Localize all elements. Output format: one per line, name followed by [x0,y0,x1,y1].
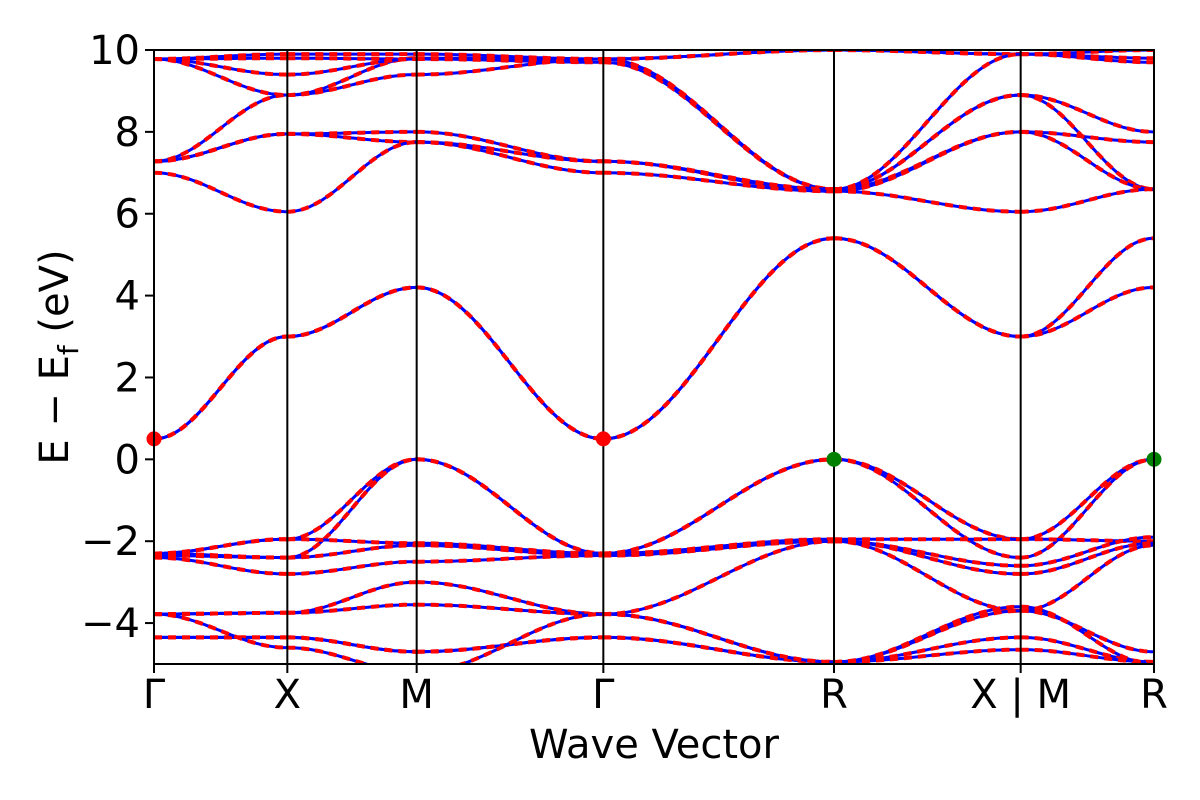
band-4-curve-0-segment-5-style-1 [1020,285,1154,339]
y-tick-label-0: −4 [81,601,140,647]
band-6-curve-0-segment-2-style-1 [416,541,604,556]
plot-frame [153,49,1155,665]
band-4-curve-1-segment-2-style-1 [416,285,604,441]
band-9-curve-0-segment-1-style-1 [287,635,417,654]
band-8-curve-0-segment-0-style-0 [154,611,288,616]
band-3-curve-0-segment-3-style-1 [603,159,834,194]
kpoint-lines [286,50,1022,664]
y-tick-label-2: 0 [115,437,140,483]
band-9-curve-1-segment-1-style-1 [287,645,374,664]
band-2-curve-0-segment-0-style-1 [154,93,288,164]
band-7-curve-1-segment-4-style-1 [833,539,1021,613]
x-tick-label-1: X [274,672,301,718]
band-7-curve-0-segment-2-style-1 [416,553,604,564]
band-7-curve-0-segment-5-style-1 [1020,541,1154,576]
band-7-curve-0-segment-3-style-1 [603,539,834,558]
band-7-curve-0-segment-4-style-1 [833,539,1021,576]
band-4-curve-1-segment-4-style-1 [833,236,1021,339]
band-3-curve-1-segment-1-style-1 [287,140,417,214]
band-8-curve-0-segment-2-style-1 [416,602,604,617]
band-1-curve-1-segment-5-style-0 [1020,52,1154,64]
band-0-curve-1-segment-1-style-1 [287,56,417,61]
band-7-curve-1-segment-3-style-0 [603,539,835,616]
band-7-curve-0-segment-1-style-1 [287,559,417,576]
band-8-curve-0-segment-5-style-1 [1020,608,1154,654]
band-9-curve-1-segment-3-style-1 [603,612,835,664]
band-4-curve-1-segment-1-style-1 [287,285,417,339]
band-2-curve-0-segment-1-style-1 [287,72,417,97]
band-3-curve-1-segment-2-style-1 [416,140,604,175]
x-tick-label-4: R [820,672,848,718]
band-1-curve-0-segment-5-style-1 [1020,93,1154,134]
band-2-curve-0-segment-4-style-1 [833,93,1021,192]
y-tick-label-5: 6 [115,192,140,238]
band-9-curve-0-segment-3-style-1 [603,635,835,664]
x-axis-ticks: Γ X M Γ R X | M R [143,664,1168,718]
y-tick-label-7: 10 [89,28,140,74]
band-6-curve-0-segment-3-style-1 [603,537,834,556]
band-3-curve-1-segment-4-style-1 [833,189,1021,214]
y-axis-label: E − Ef (eV) [32,249,85,464]
band-2-curve-0-segment-3-style-1 [603,57,835,192]
band-6-curve-1-segment-0-style-0 [154,554,288,560]
y-axis-label-unit: (eV) [32,249,78,345]
band-9-curve-1-segment-2-style-1 [455,612,604,664]
band-9-curve-1-segment-4-style-1 [833,604,1021,664]
band-9-curve-0-segment-4-style-1 [833,647,1021,664]
y-axis-label-sub: f [52,344,85,355]
band-3-curve-0-segment-1-style-1 [287,131,417,145]
x-tick-label-6: R [1140,672,1168,718]
band-1-curve-1-segment-0-style-1 [154,57,288,77]
band-3-curve-1-segment-0-style-1 [154,170,288,214]
y-tick-label-1: −2 [81,519,140,565]
band-2-curve-0-segment-5-style-1 [1020,93,1154,192]
x-tick-label-0: Γ [143,672,166,718]
band-3-curve-1-segment-3-style-1 [603,170,834,194]
band-8-curve-0-segment-1-style-1 [287,602,417,615]
band-6-curve-0-segment-1-style-1 [287,537,417,546]
bands-layer [154,50,1154,664]
band-3-curve-0-segment-4-style-1 [833,129,1021,194]
band-0-curve-1-segment-3-style-1 [603,50,834,61]
x-tick-label-3: Γ [592,672,615,718]
band-2-curve-1-segment-5-style-1 [1020,129,1154,192]
band-5-curve-1-segment-4-style-1 [833,457,1021,560]
band-3-curve-0-segment-0-style-1 [154,131,288,164]
band-edge-marker-1 [595,431,611,447]
band-4-curve-1-segment-5-style-1 [1020,236,1154,339]
band-edge-marker-2 [826,451,842,467]
band-1-curve-0-segment-0-style-1 [154,57,288,97]
x-axis-label: Wave Vector [529,722,780,768]
band-5-curve-1-segment-3-style-1 [603,457,835,556]
x-tick-label-5: X | M [970,672,1071,718]
y-axis-ticks: −4 −2 0 2 4 6 8 10 [81,28,154,647]
band-9-curve-1-segment-0-style-1 [154,612,288,650]
band-1-curve-1-segment-1-style-1 [287,57,417,77]
band-5-curve-1-segment-2-style-1 [416,457,604,556]
band-4-curve-1-segment-0-style-1 [154,334,288,441]
band-9-curve-1-segment-5-style-1 [1020,604,1154,664]
band-1-curve-1-segment-4-style-1 [833,52,1021,192]
band-6-curve-1-segment-1-style-1 [287,543,417,560]
band-5-curve-1-segment-5-style-1 [1020,457,1154,560]
band-5-curve-1-segment-1-style-1 [287,457,417,560]
band-2-curve-0-segment-2-style-1 [416,57,604,77]
band-7-curve-1-segment-5-style-1 [1020,543,1154,613]
band-3-curve-0-segment-5-style-0 [1020,130,1154,144]
y-axis-label-main: E − E [32,355,78,465]
band-7-curve-0-segment-0-style-1 [154,555,288,576]
band-3-curve-1-segment-5-style-1 [1020,187,1154,214]
band-6-curve-0-segment-0-style-1 [154,537,288,556]
band-9-curve-0-segment-2-style-1 [416,635,604,654]
y-tick-label-4: 4 [115,274,140,320]
band-4-curve-1-segment-3-style-1 [603,236,835,441]
x-tick-label-2: M [399,672,434,718]
y-tick-label-3: 2 [115,355,140,401]
y-tick-label-6: 8 [115,110,140,156]
band-6-curve-1-segment-5-style-1 [1020,535,1154,568]
